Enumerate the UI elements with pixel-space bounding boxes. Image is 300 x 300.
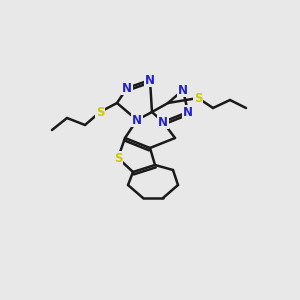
Text: S: S [194,92,202,104]
Text: N: N [178,83,188,97]
Text: N: N [122,82,132,94]
Text: N: N [145,74,155,86]
Text: S: S [114,152,122,164]
Text: N: N [158,116,168,128]
Text: N: N [183,106,193,118]
Text: S: S [96,106,104,118]
Text: N: N [132,113,142,127]
